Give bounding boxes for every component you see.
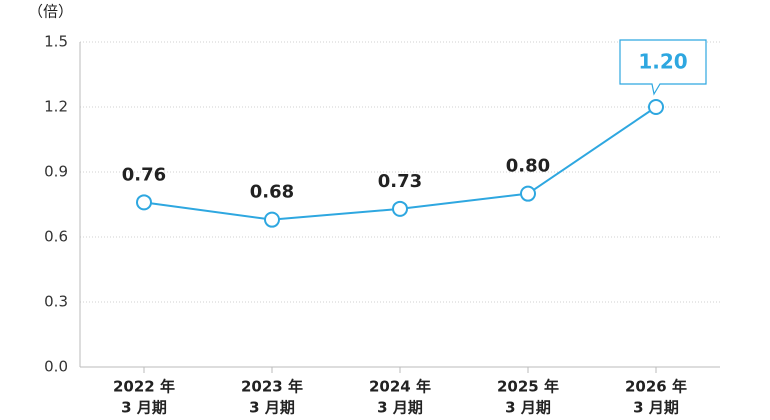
callout <box>619 39 707 96</box>
data-label: 0.73 <box>378 171 422 192</box>
x-tick-label: 3 月期 <box>633 399 679 417</box>
data-label: 0.68 <box>250 182 294 203</box>
x-tick-label: 3 月期 <box>505 399 551 417</box>
y-axis-label: （倍） <box>28 3 73 21</box>
x-tick-label: 2023 年 <box>241 378 303 396</box>
marker <box>136 194 152 211</box>
y-tick-label: 1.2 <box>44 98 68 116</box>
x-tick-label: 3 月期 <box>377 399 423 417</box>
y-tick-label: 1.5 <box>44 33 68 51</box>
data-label: 1.20 <box>638 50 687 74</box>
x-tick-label: 3 月期 <box>121 399 167 417</box>
marker <box>520 185 536 202</box>
y-tick-label: 0.3 <box>44 293 68 311</box>
x-tick-label: 3 月期 <box>249 399 295 417</box>
y-tick-label: 0.9 <box>44 163 68 181</box>
marker <box>392 200 408 217</box>
data-label: 0.80 <box>506 156 550 177</box>
y-tick-label: 0.6 <box>44 228 68 246</box>
y-tick-label: 0.0 <box>44 358 68 376</box>
x-tick-label: 2026 年 <box>625 378 687 396</box>
data-label: 0.76 <box>122 164 166 185</box>
x-tick-label: 2024 年 <box>369 378 431 396</box>
marker <box>648 99 664 115</box>
x-tick-label: 2025 年 <box>497 378 559 396</box>
x-tick-label: 2022 年 <box>113 378 175 396</box>
marker <box>264 211 280 228</box>
